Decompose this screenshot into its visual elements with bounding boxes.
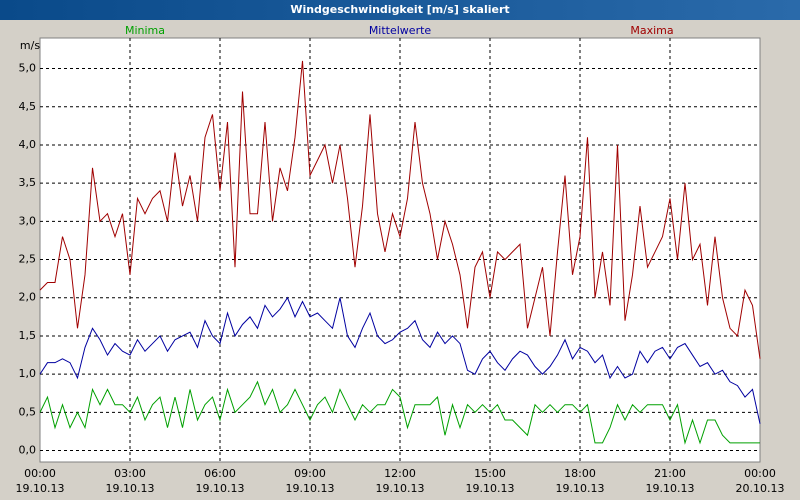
x-tick-label: 18:00 (564, 467, 596, 480)
y-tick-label: 3,5 (19, 176, 37, 189)
y-tick-label: 2,0 (19, 291, 37, 304)
legend-entry: Maxima (630, 24, 673, 37)
title-bar (0, 0, 800, 20)
legend-entry: Mittelwerte (369, 24, 432, 37)
x-tick-label: 00:00 (24, 467, 56, 480)
y-axis-label: m/s (20, 39, 40, 52)
x-tick-date: 19.10.13 (556, 482, 605, 495)
x-tick-date: 19.10.13 (466, 482, 515, 495)
y-tick-label: 0,5 (19, 405, 37, 418)
x-tick-label: 21:00 (654, 467, 686, 480)
x-tick-date: 20.10.13 (736, 482, 785, 495)
y-tick-label: 4,5 (19, 100, 37, 113)
series-line (39, 296, 761, 424)
legend-entry: Minima (125, 24, 165, 37)
x-tick-label: 00:00 (744, 467, 776, 480)
y-tick-label: 5,0 (19, 62, 37, 75)
x-tick-date: 19.10.13 (196, 482, 245, 495)
y-tick-label: 1,0 (19, 367, 37, 380)
y-tick-label: 4,0 (19, 138, 37, 151)
series-line (39, 380, 760, 445)
x-tick-label: 06:00 (204, 467, 236, 480)
series-line (39, 60, 761, 359)
x-tick-date: 19.10.13 (646, 482, 695, 495)
y-tick-label: 3,0 (19, 214, 37, 227)
y-tick-label: 2,5 (19, 253, 37, 266)
x-tick-label: 12:00 (384, 467, 416, 480)
x-tick-label: 09:00 (294, 467, 326, 480)
x-tick-label: 03:00 (114, 467, 146, 480)
chart-title: Windgeschwindigkeit [m/s] skaliert (290, 3, 509, 16)
x-tick-date: 19.10.13 (106, 482, 155, 495)
y-tick-label: 1,5 (19, 329, 37, 342)
x-tick-label: 15:00 (474, 467, 506, 480)
x-tick-date: 19.10.13 (376, 482, 425, 495)
x-tick-date: 19.10.13 (286, 482, 335, 495)
x-tick-date: 19.10.13 (16, 482, 65, 495)
y-tick-label: 0,0 (19, 444, 37, 457)
